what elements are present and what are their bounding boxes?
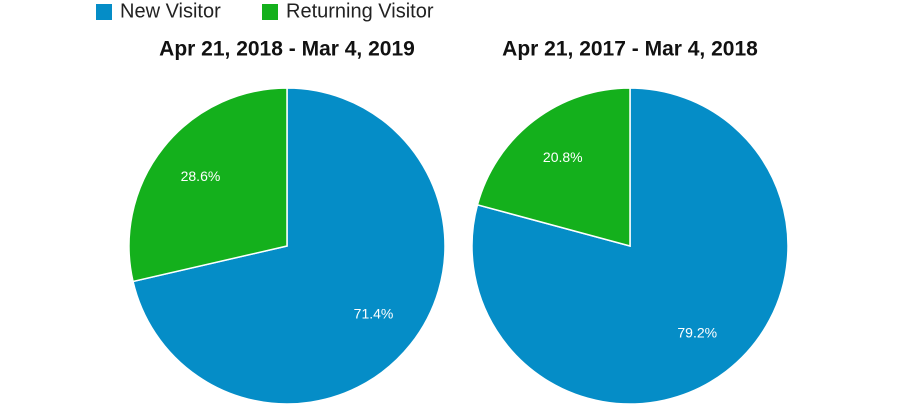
value-label: 71.4%	[354, 306, 394, 322]
legend-swatch	[96, 4, 112, 20]
value-label: 79.2%	[677, 325, 717, 341]
pie-slice	[132, 87, 446, 405]
value-label: 20.8%	[543, 149, 583, 165]
pie-slice	[128, 87, 288, 283]
chart-title: Apr 21, 2018 - Mar 4, 2019	[159, 38, 415, 61]
legend-label: New Visitor	[120, 0, 221, 22]
legend-label: Returning Visitor	[286, 0, 434, 22]
value-label: 28.6%	[181, 168, 221, 184]
legend-swatch	[262, 4, 278, 20]
chart-title: Apr 21, 2017 - Mar 4, 2018	[502, 38, 758, 61]
pie-slice	[476, 87, 631, 247]
